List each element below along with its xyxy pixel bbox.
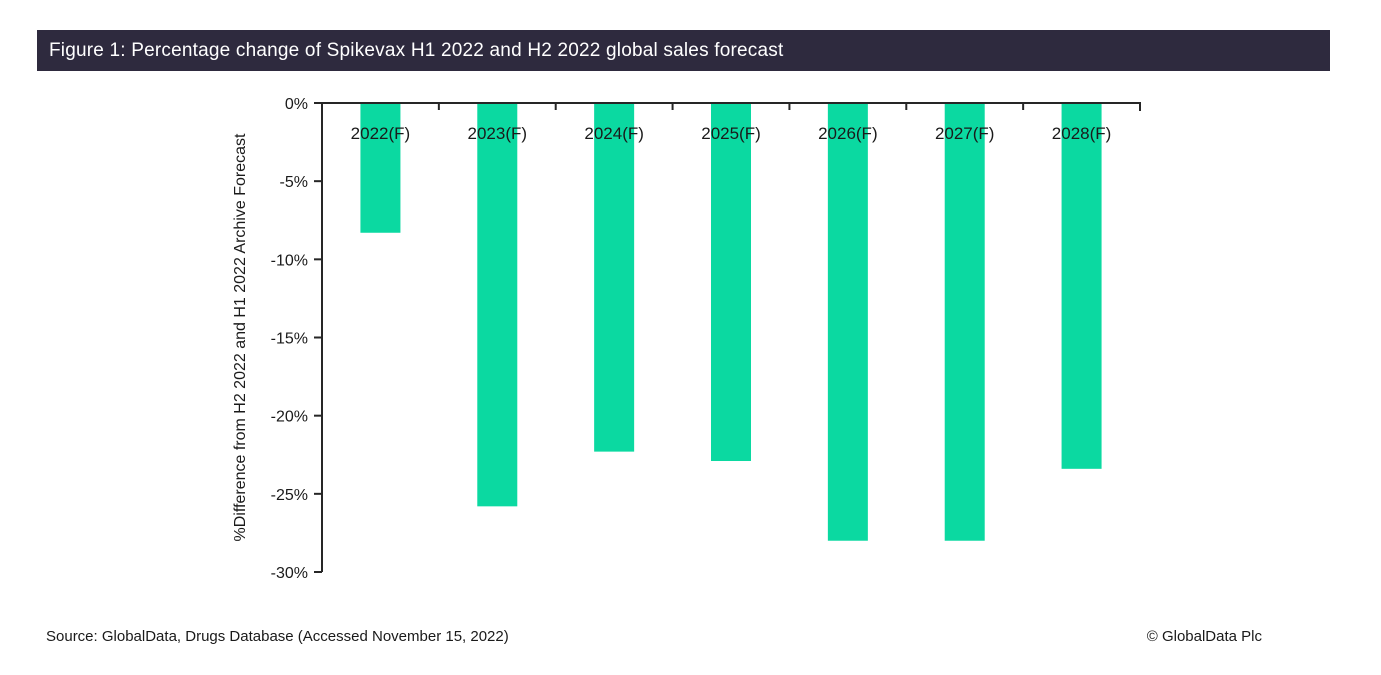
x-category-label: 2022(F) [351, 124, 411, 143]
y-tick-label: -30% [271, 565, 308, 582]
x-category-label: 2023(F) [468, 124, 528, 143]
bar-2024(F) [594, 103, 635, 452]
bar-2027(F) [944, 103, 985, 541]
y-tick-label: -5% [280, 174, 308, 191]
figure-title: Figure 1: Percentage change of Spikevax … [49, 39, 784, 61]
bar-2025(F) [711, 103, 751, 462]
copyright-note: © GlobalData Plc [1146, 628, 1262, 645]
bar-chart: 0% -5% -10% -15% -20% -25% -30% 2022(F) 2023(F) 2… [232, 96, 1141, 582]
y-tick-label: -10% [271, 252, 308, 269]
y-tick-label: -25% [271, 487, 308, 504]
bar-2023(F) [477, 103, 518, 507]
bar-2022(F) [360, 103, 401, 233]
x-category-label: 2027(F) [935, 124, 995, 143]
source-note: Source: GlobalData, Drugs Database (Acce… [46, 628, 509, 645]
y-tick-label: 0% [285, 96, 308, 113]
x-category-label: 2024(F) [584, 124, 644, 143]
figure-title-bar: Figure 1: Percentage change of Spikevax … [37, 30, 1330, 71]
bar-2028(F) [1061, 103, 1102, 469]
y-tick-label: -15% [271, 331, 308, 348]
x-category-label: 2025(F) [701, 124, 761, 143]
x-category-label: 2026(F) [818, 124, 878, 143]
y-tick-label: -20% [271, 409, 308, 426]
x-category-label: 2028(F) [1052, 124, 1112, 143]
y-axis-title: %Difference from H2 2022 and H1 2022 Arc… [232, 133, 249, 541]
bar-2026(F) [827, 103, 868, 541]
